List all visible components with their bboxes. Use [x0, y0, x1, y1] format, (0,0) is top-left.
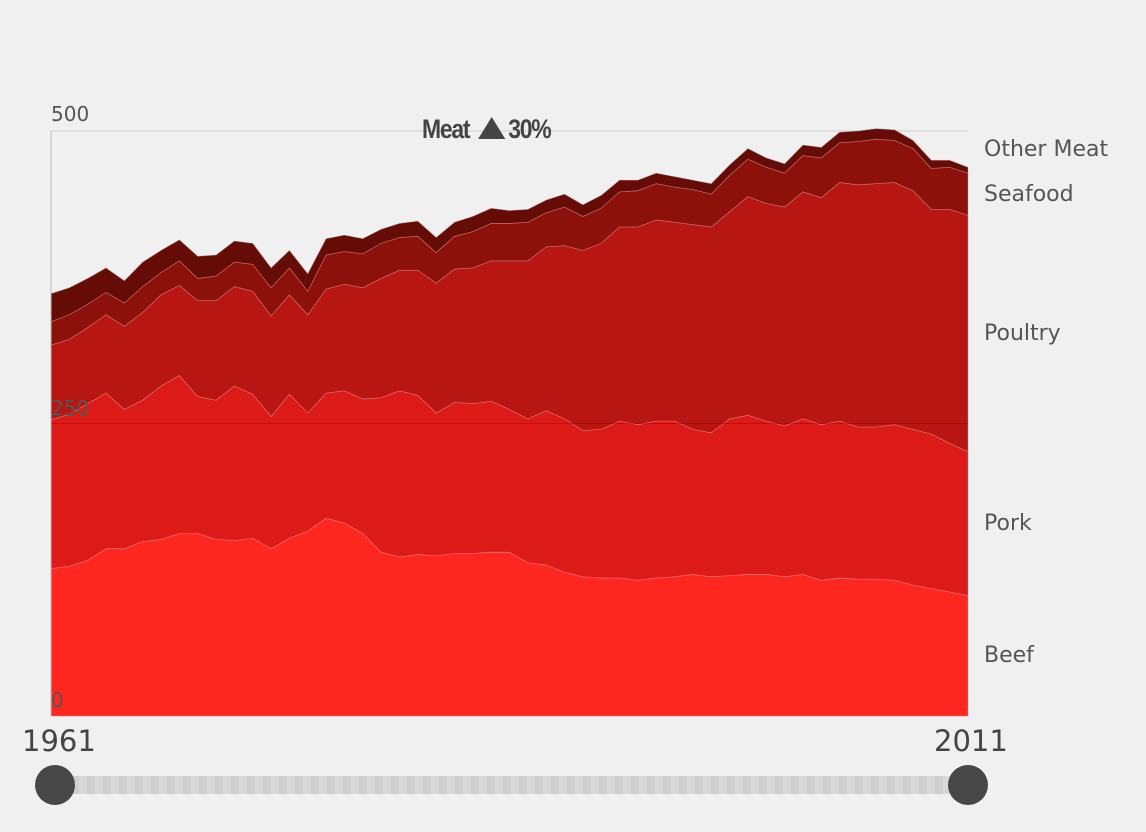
series-label-seafood: Seafood — [984, 182, 1074, 207]
area-other-meat — [50, 128, 969, 323]
title-text: Meat — [422, 114, 470, 144]
area-layers — [50, 128, 969, 717]
slider-start-year: 1961 — [22, 724, 96, 758]
up-triangle-icon — [477, 117, 505, 139]
y-tick-label-0: 0 — [51, 688, 64, 712]
series-label-beef: Beef — [984, 643, 1034, 668]
chart-title: Meat 30% — [422, 114, 552, 145]
y-tick-label-250: 250 — [51, 396, 90, 420]
slider-end-year: 2011 — [934, 724, 1008, 758]
slider-end-handle[interactable] — [948, 765, 988, 805]
series-label-poultry: Poultry — [984, 321, 1061, 346]
slider-start-handle[interactable] — [35, 765, 75, 805]
series-label-other-meat: Other Meat — [984, 137, 1109, 162]
change-percent: 30% — [508, 114, 551, 144]
year-range-slider-track[interactable] — [55, 776, 968, 794]
series-label-pork: Pork — [984, 511, 1032, 536]
y-tick-label-500: 500 — [51, 102, 90, 126]
